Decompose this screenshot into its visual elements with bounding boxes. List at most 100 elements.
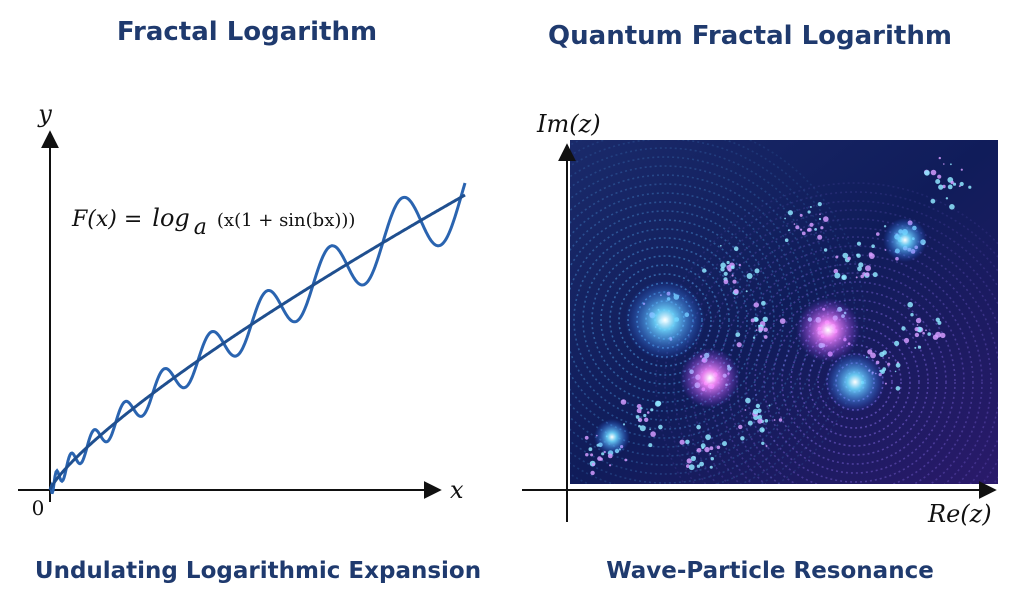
fractal-dot: [644, 417, 649, 422]
ripple: [772, 299, 938, 465]
fractal-dot: [696, 424, 701, 430]
fractal-dot: [679, 439, 685, 445]
fractal-dot: [716, 445, 721, 450]
fractal-dot: [648, 443, 653, 448]
fractal-dot: [871, 244, 875, 248]
fractal-dot: [834, 272, 841, 279]
right-caption: Wave-Particle Resonance: [606, 558, 934, 584]
fractal-dot: [740, 436, 745, 441]
ripple: [582, 237, 748, 403]
glow: [825, 352, 885, 412]
fractal-dot: [932, 334, 939, 340]
fractal-dot: [704, 446, 710, 453]
ripple: [570, 140, 865, 484]
fractal-dot: [894, 340, 900, 346]
fractal-dot: [745, 397, 751, 404]
fractal-dot: [855, 276, 858, 279]
fractal-dot: [818, 217, 822, 221]
fractal-dot: [757, 418, 763, 424]
fractal-dot: [761, 300, 766, 306]
fractal-dot: [888, 357, 890, 359]
fractal-dot: [887, 362, 891, 366]
ripple: [718, 245, 992, 484]
fractal-dot: [643, 413, 647, 418]
fractal-dot: [814, 228, 817, 231]
fractal-dot: [738, 424, 743, 430]
fractal-dot: [763, 335, 768, 339]
fractal-dot: [819, 213, 821, 215]
fractal-dot: [787, 210, 794, 216]
fractal-dot: [747, 420, 753, 426]
fractal-dot: [940, 332, 946, 339]
fractal-dot: [636, 408, 642, 414]
fractal-dot: [925, 329, 927, 332]
fractal-dot: [914, 332, 920, 338]
fractal-dot: [935, 317, 940, 322]
fractal-dot: [753, 302, 759, 308]
fractal-dot: [654, 400, 661, 407]
fractal-dot: [764, 419, 769, 423]
fractal-dot: [696, 464, 701, 468]
ripple: [817, 344, 893, 420]
fractal-dot: [784, 238, 789, 242]
fractal-dot: [688, 464, 695, 471]
fractal-pattern: [570, 140, 998, 484]
fractal-dot: [658, 424, 663, 430]
fractal-dot: [907, 301, 913, 308]
fractal-dot: [894, 370, 897, 373]
ripple: [570, 210, 775, 430]
ripple: [754, 281, 956, 483]
fractal-dot: [919, 327, 923, 331]
fractal-dot: [701, 446, 704, 450]
fractal-dot: [857, 266, 862, 272]
fractal-dot: [736, 342, 742, 348]
fractal-dot: [935, 179, 941, 184]
fractal-dot: [590, 453, 594, 457]
fractal-dot: [778, 418, 783, 422]
fractal-dot: [950, 163, 952, 166]
fractal-dot: [719, 244, 722, 247]
fractal-dot: [823, 216, 829, 222]
fractal-dot: [922, 331, 925, 335]
fractal-dot: [915, 317, 922, 324]
fractal-dot: [773, 419, 776, 421]
fractal-dot: [817, 234, 823, 240]
fractal-dot: [768, 404, 771, 407]
glow: [625, 280, 705, 360]
fractal-dot: [686, 458, 692, 464]
fractal-dot: [685, 439, 690, 445]
fractal-dot: [696, 448, 702, 453]
fractal-dot: [870, 352, 876, 359]
fractal-dot: [801, 231, 806, 236]
fractal-dot: [876, 232, 880, 236]
fractal-dot: [690, 455, 697, 462]
fractal-dot: [865, 265, 871, 272]
formula: F(x) = log a (x(1 + sin(bx))): [71, 204, 355, 240]
fractal-dot: [856, 241, 862, 246]
fractal-dot: [723, 279, 729, 285]
fractal-dot: [856, 253, 861, 258]
fractal-dot: [752, 408, 759, 415]
fractal-dot: [620, 399, 627, 405]
fractal-dot: [869, 253, 875, 259]
formula-lhs: F(x) =: [71, 207, 142, 232]
fractal-dot: [882, 367, 887, 372]
fractal-dot: [705, 434, 711, 440]
fractal-dot: [710, 457, 714, 461]
fractal-dot: [949, 204, 955, 210]
fractal-dot: [761, 441, 765, 445]
fractal-dot: [917, 345, 922, 349]
fractal-dot: [744, 409, 747, 411]
formula-arg: (x(1 + sin(bx))): [217, 210, 356, 231]
fractal-dot: [784, 217, 786, 220]
fractal-dot: [860, 274, 864, 279]
fractal-dot: [763, 327, 768, 332]
wave-curve: [48, 182, 467, 495]
fractal-dot: [958, 185, 961, 188]
fractal-dot: [938, 156, 941, 160]
fractal-dot: [591, 462, 596, 466]
ripple: [570, 192, 793, 448]
fractal-dot: [733, 246, 739, 251]
fractal-dot: [752, 336, 756, 339]
fractal-dot: [639, 425, 646, 432]
